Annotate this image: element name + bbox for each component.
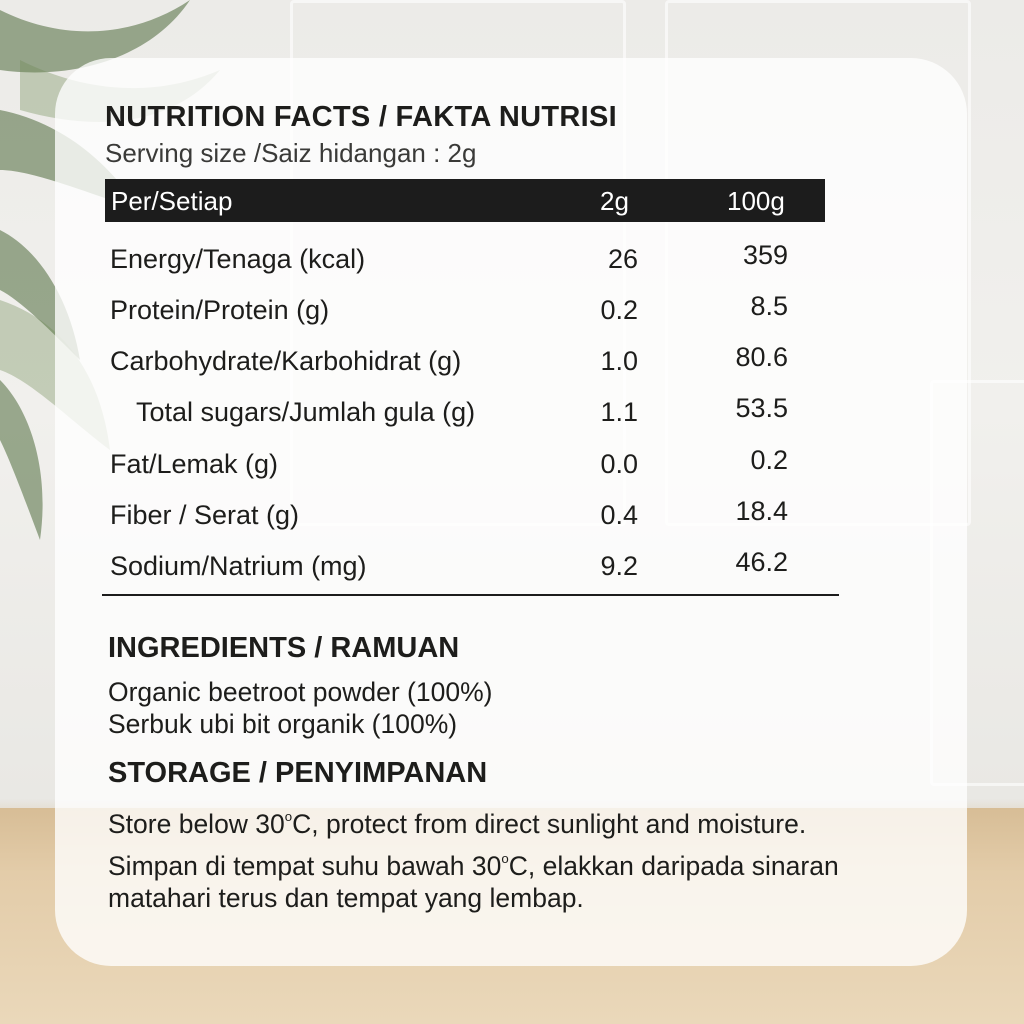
value-2g: 0.2: [600, 295, 638, 325]
ingredient-line: Serbuk ubi bit organik (100%): [108, 709, 458, 739]
value-2g: 1.1: [600, 397, 638, 427]
value-2g: 0.0: [600, 449, 638, 479]
nutrient-label: Protein/Protein (g): [110, 295, 330, 325]
storage-line-malay-cont: matahari terus dan tempat yang lembap.: [108, 883, 584, 913]
value-100g: 80.6: [735, 342, 788, 372]
nutrient-label: Fiber / Serat (g): [110, 500, 300, 530]
ingredients-title: INGREDIENTS / RAMUAN: [108, 632, 460, 664]
nutrient-label: Carbohydrate/Karbohidrat (g): [110, 346, 462, 376]
nutrient-label: Sodium/Natrium (mg): [110, 551, 367, 581]
header-100g: 100g: [727, 186, 785, 216]
nutrient-label: Energy/Tenaga (kcal): [110, 244, 366, 274]
nutrition-row-total-sugars: Total sugars/Jumlah gula (g) 1.1 53.5: [0, 393, 1024, 437]
header-2g: 2g: [600, 186, 629, 216]
value-2g: 9.2: [600, 551, 638, 581]
value-100g: 46.2: [735, 547, 788, 577]
nutrition-row-protein: Protein/Protein (g) 0.2 8.5: [0, 291, 1024, 335]
nutrition-table-header: Per/Setiap 2g 100g: [105, 179, 825, 222]
storage-line-english: Store below 30oC, protect from direct su…: [108, 809, 806, 840]
storage-text: Simpan di tempat suhu bawah 30: [108, 851, 502, 881]
storage-text: C, protect from direct sunlight and mois…: [292, 809, 807, 839]
table-bottom-rule: [102, 594, 839, 596]
nutrient-label: Fat/Lemak (g): [110, 449, 279, 479]
nutrition-facts-title: NUTRITION FACTS / FAKTA NUTRISI: [105, 101, 617, 133]
value-2g: 1.0: [600, 346, 638, 376]
value-2g: 0.4: [600, 500, 638, 530]
value-100g: 53.5: [735, 393, 788, 423]
value-100g: 8.5: [750, 291, 788, 321]
value-100g: 359: [742, 240, 788, 270]
storage-line-malay: Simpan di tempat suhu bawah 30oC, elakka…: [108, 851, 839, 882]
degree-symbol: o: [284, 809, 293, 825]
value-2g: 26: [607, 244, 638, 274]
nutrition-row-fiber: Fiber / Serat (g) 0.4 18.4: [0, 496, 1024, 540]
storage-text: C, elakkan daripada sinaran: [508, 851, 839, 881]
ingredient-line: Organic beetroot powder (100%): [108, 677, 493, 707]
nutrition-row-energy: Energy/Tenaga (kcal) 26 359: [0, 240, 1024, 284]
nutrition-row-fat: Fat/Lemak (g) 0.0 0.2: [0, 445, 1024, 489]
nutrient-label: Total sugars/Jumlah gula (g): [136, 397, 476, 427]
value-100g: 18.4: [735, 496, 788, 526]
nutrition-row-carbohydrate: Carbohydrate/Karbohidrat (g) 1.0 80.6: [0, 342, 1024, 386]
nutrition-row-sodium: Sodium/Natrium (mg) 9.2 46.2: [0, 547, 1024, 591]
value-100g: 0.2: [750, 445, 788, 475]
degree-symbol: o: [501, 851, 509, 867]
storage-title: STORAGE / PENYIMPANAN: [108, 757, 488, 789]
serving-size: Serving size /Saiz hidangan : 2g: [105, 138, 477, 168]
storage-text: Store below 30: [108, 809, 285, 839]
header-per: Per/Setiap: [111, 186, 233, 216]
